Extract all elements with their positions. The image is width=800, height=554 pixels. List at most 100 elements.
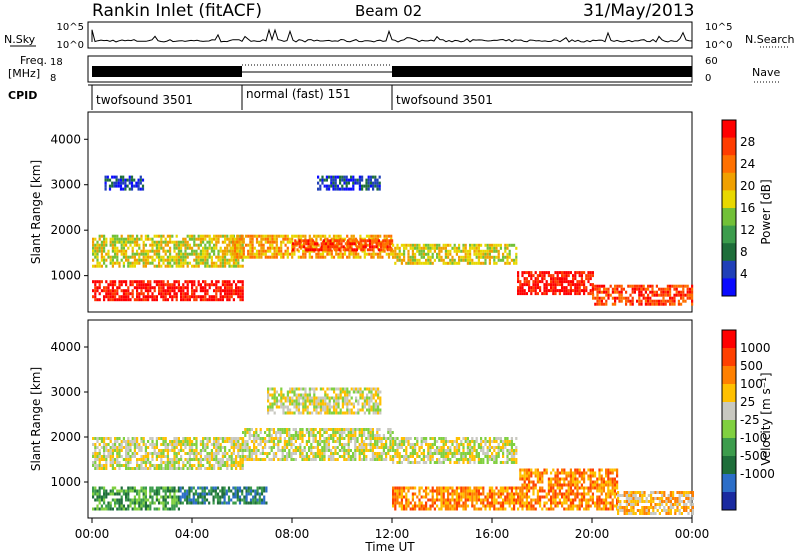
data-cell [321,255,325,259]
data-cell [400,261,403,265]
data-cell [349,437,352,440]
data-cell [334,446,337,449]
data-cell [234,489,237,493]
data-cell [217,237,220,241]
data-cell [403,252,406,256]
data-cell [227,495,231,499]
data-cell [525,283,528,287]
data-cell [114,243,117,247]
data-cell [100,455,103,458]
data-cell [223,489,226,493]
data-cell [525,504,528,508]
data-cell [525,277,528,281]
data-cell [272,440,275,443]
data-cell [242,455,245,458]
data-cell [567,283,570,287]
data-cell [122,249,125,253]
data-cell [105,461,108,464]
data-cell [460,458,463,461]
data-cell [175,437,178,440]
data-cell [197,258,200,262]
data-cell [515,461,518,464]
data-cell [238,240,241,244]
data-cell [310,428,313,431]
data-cell [301,437,304,440]
data-cell [230,455,233,458]
data-cell [138,504,141,508]
data-cell [350,187,353,191]
data-cell [266,255,270,259]
data-cell [684,293,687,297]
data-cell [140,501,143,505]
data-cell [142,455,145,458]
data-cell [471,449,474,452]
data-cell [325,248,328,252]
data-cell [96,452,99,455]
data-cell [206,298,209,302]
data-cell [308,255,311,259]
data-cell [118,261,121,265]
data-cell [319,234,322,238]
data-cell [94,243,97,247]
data-cell [425,258,428,262]
data-cell [182,292,185,296]
data-cell [365,458,368,461]
data-cell [418,446,421,449]
data-cell [480,437,483,440]
data-cell [308,431,311,434]
data-cell [235,467,238,470]
data-cell [208,492,211,496]
data-cell [175,240,178,244]
data-cell [100,240,103,244]
data-cell [451,261,454,265]
data-cell [510,258,513,262]
data-cell [180,243,183,247]
data-cell [210,467,213,470]
data-cell [414,452,417,455]
data-cell [221,264,224,268]
data-cell [391,431,394,434]
data-cell [372,234,375,238]
data-cell [158,283,161,287]
data-cell [625,296,628,300]
data-cell [254,492,257,496]
data-cell [486,452,489,455]
data-cell [521,477,524,481]
data-cell [416,258,419,262]
data-cell [224,237,227,241]
data-cell [258,249,261,253]
data-cell [367,449,370,452]
data-cell [444,498,447,502]
data-cell [96,467,99,470]
data-cell [175,243,178,247]
data-cell [409,258,412,262]
data-cell [199,249,202,253]
data-cell [98,458,101,461]
data-cell [530,292,533,296]
data-cell [591,274,594,278]
data-cell [105,286,108,290]
data-cell [230,292,233,296]
data-cell [96,298,99,302]
data-cell [173,455,176,458]
data-cell [120,489,123,493]
data-cell [471,452,474,455]
data-cell [398,446,401,449]
data-cell [186,292,189,296]
data-cell [246,455,249,458]
data-cell [255,452,258,455]
data-cell [127,261,130,265]
data-cell [140,292,143,296]
data-cell [169,289,172,293]
data-cell [458,261,461,265]
data-cell [414,443,417,446]
data-cell [616,296,619,300]
data-cell [363,249,366,253]
data-cell [109,455,112,458]
data-cell [215,452,218,455]
data-cell [358,443,361,446]
data-cell [206,292,209,296]
data-cell [580,504,583,508]
data-cell [488,446,491,449]
data-cell [244,458,247,461]
